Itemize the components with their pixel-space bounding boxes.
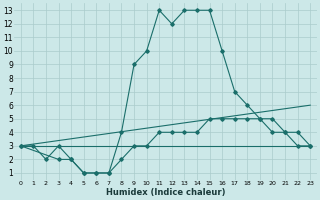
X-axis label: Humidex (Indice chaleur): Humidex (Indice chaleur) (106, 188, 225, 197)
